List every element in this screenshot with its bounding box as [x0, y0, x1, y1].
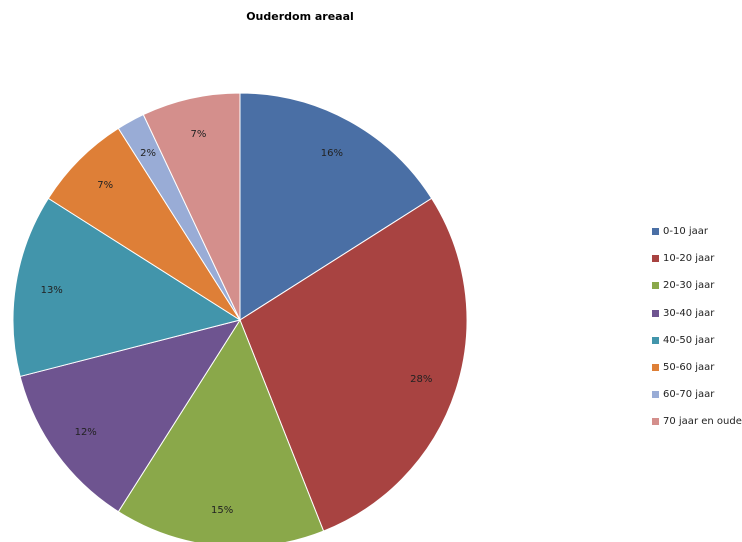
pie-slice-label: 7%: [97, 180, 113, 191]
legend-item: 10-20 jaar: [652, 245, 742, 272]
legend-swatch: [652, 418, 659, 426]
chart-title: Ouderdom areaal: [246, 10, 354, 23]
legend-label: 20-30 jaar: [663, 280, 715, 292]
legend-label: 0-10 jaar: [663, 226, 709, 238]
legend-item: 70 jaar en ouder: [652, 408, 742, 435]
legend-item: 0-10 jaar: [652, 218, 742, 245]
legend-swatch: [652, 282, 659, 290]
pie-slice: [239, 197, 468, 532]
legend-label: 40-50 jaar: [663, 334, 715, 346]
legend-swatch: [652, 255, 659, 263]
legend-item: 40-50 jaar: [652, 327, 742, 354]
legend-label: 60-70 jaar: [663, 389, 715, 401]
legend-label: 30-40 jaar: [663, 307, 715, 319]
pie-slice-label: 13%: [41, 285, 63, 296]
pie-slice-label: 7%: [190, 129, 206, 140]
pie-slice-label: 16%: [321, 148, 343, 159]
legend-swatch: [652, 336, 659, 344]
legend-swatch: [652, 364, 659, 372]
pie-slice-label: 12%: [75, 427, 97, 438]
pie-slice: [239, 92, 433, 321]
legend-item: 20-30 jaar: [652, 272, 742, 299]
pie-slice-label: 15%: [211, 505, 233, 516]
legend-swatch: [652, 228, 659, 236]
legend-item: 60-70 jaar: [652, 381, 742, 408]
legend-swatch: [652, 391, 659, 399]
pie-slice: [19, 319, 242, 513]
pie-slice-label: 28%: [410, 374, 432, 385]
chart-legend: 0-10 jaar 10-20 jaar 20-30 jaar 30-40 jaar 4…: [652, 218, 742, 436]
pie-slice: [12, 197, 242, 378]
pie-slice: [117, 318, 325, 542]
legend-swatch: [652, 309, 659, 317]
legend-label: 70 jaar en ouder: [663, 416, 742, 428]
pie-slice-label: 2%: [140, 148, 156, 159]
legend-item: 30-40 jaar: [652, 300, 742, 327]
legend-item: 50-60 jaar: [652, 354, 742, 381]
legend-label: 50-60 jaar: [663, 362, 715, 374]
pie-slice: [142, 92, 241, 321]
legend-label: 10-20 jaar: [663, 253, 715, 265]
